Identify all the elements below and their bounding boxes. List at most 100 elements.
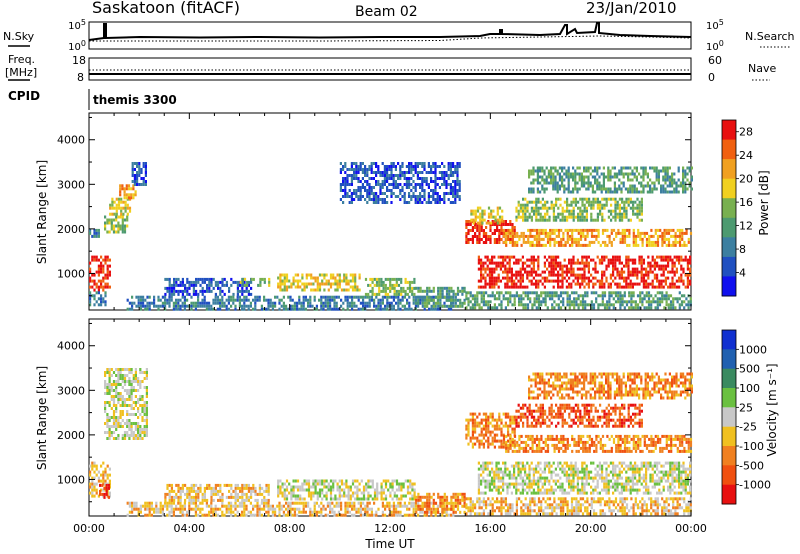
velocity-cell [112,389,116,392]
power-cell [579,285,582,289]
velocity-cell [115,416,118,419]
power-cell [434,162,437,165]
power-cell [664,276,667,280]
power-cell [445,180,448,183]
power-cell [104,224,107,228]
power-cell [634,243,638,247]
power-cell [219,289,222,293]
velocity-cell [168,501,171,505]
power-cell [338,282,341,286]
power-cell [566,231,569,235]
power-cell [454,195,457,198]
velocity-cell [188,489,191,493]
power-cell [656,285,659,289]
velocity-cell [173,498,176,502]
velocity-cell [285,513,288,517]
velocity-cell [130,380,133,383]
power-cell [637,243,640,247]
power-cell [618,187,621,191]
power-cell [572,255,575,259]
velocity-cell [132,434,135,437]
power-cell [432,298,435,302]
power-cell [640,212,643,216]
power-cell [597,240,600,244]
power-cell [179,280,182,284]
power-cell [454,292,457,296]
power-cell [370,192,373,195]
power-cell [507,237,510,241]
velocity-cell [99,492,102,496]
velocity-cell [186,513,189,517]
power-cell [558,187,561,191]
velocity-cell [97,470,100,474]
power-cell [348,174,351,177]
power-cell [607,178,610,182]
power-cell [414,307,417,311]
power-cell [325,282,328,286]
power-cell [535,306,538,310]
power-cell [421,289,424,293]
power-cell [120,200,123,204]
power-cell [474,294,477,298]
power-cell [550,166,553,170]
power-cell [555,294,558,298]
velocity-cell [104,380,107,383]
power-cell [607,197,610,201]
power-cell [529,243,532,247]
velocity-cell [234,513,237,517]
power-cell [121,187,124,191]
velocity-cell [388,504,391,508]
velocity-cell [126,425,129,428]
power-cell [601,197,604,201]
power-cell [683,240,686,244]
power-cell [399,177,402,180]
power-cell [228,289,231,293]
power-cell [664,258,667,262]
cpid-value: themis 3300 [93,93,177,107]
power-cell [594,282,597,286]
velocity-cell [271,507,274,511]
power-cell [618,206,621,210]
power-cell [368,301,371,305]
power-cell [411,289,414,293]
power-cell [342,177,345,180]
power-cell [678,279,681,283]
power-cell [390,168,393,171]
power-cell [364,174,367,177]
power-cell [127,193,131,197]
power-cell [346,183,349,186]
power-cell [97,303,100,307]
power-cell [449,192,452,195]
power-cell [499,279,502,283]
velocity-cell [134,389,137,392]
power-cell [671,279,674,283]
power-cell [100,294,103,298]
power-cell [522,206,525,210]
velocity-cell [190,483,193,487]
velocity-cell [121,425,124,428]
velocity-cell [175,495,178,499]
velocity-cell [137,510,140,514]
power-cell [590,258,593,262]
velocity-cell [139,507,142,511]
power-cell [554,267,557,271]
power-cell [674,240,677,244]
velocity-cell [335,504,338,508]
power-cell [164,301,167,305]
power-cell [370,186,373,189]
power-cell [511,240,514,244]
power-cell [680,303,684,307]
velocity-cell [419,504,422,508]
power-cell [530,267,533,271]
power-cell [139,304,142,308]
power-cell [602,184,605,188]
velocity-cell [221,504,224,508]
power-cell [504,258,507,262]
velocity-cell [134,413,137,416]
power-cell [508,276,511,280]
velocity-cell [192,486,195,490]
power-cell [497,276,500,280]
power-cell [683,300,686,304]
power-cell [408,180,411,183]
velocity-cell [199,501,202,505]
